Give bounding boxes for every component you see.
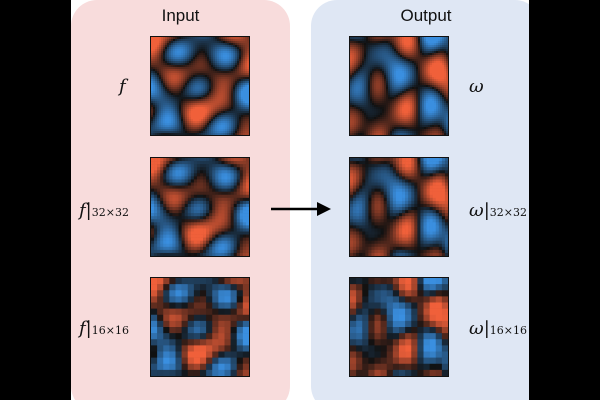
- output-symbol: ω: [469, 318, 484, 339]
- output-label-full: ω: [469, 76, 484, 97]
- output-symbol: ω: [469, 76, 484, 97]
- output-label-16: ω|16×16: [469, 318, 527, 339]
- figure-canvas: Input Output f ω f|32×32 ω|32×32 f|16×16…: [71, 0, 529, 400]
- output-label-32: ω|32×32: [469, 200, 527, 221]
- input-panel-title: Input: [161, 6, 200, 25]
- output-symbol: ω: [469, 200, 484, 221]
- output-field-16: [349, 277, 449, 377]
- output-subscript: 16×16: [489, 324, 527, 337]
- output-field-32: [349, 157, 449, 257]
- input-label-32: f|32×32: [79, 200, 129, 221]
- input-label-full: f: [119, 76, 126, 97]
- right-arrow-icon: [271, 202, 331, 216]
- input-field-32: [150, 157, 250, 257]
- input-symbol: f: [79, 318, 86, 339]
- input-subscript: 32×32: [91, 206, 129, 219]
- input-symbol: f: [79, 200, 86, 221]
- output-subscript: 32×32: [489, 206, 527, 219]
- output-panel-title: Output: [400, 6, 452, 25]
- input-field-full: [150, 36, 250, 136]
- input-label-16: f|16×16: [79, 318, 129, 339]
- input-field-16: [150, 277, 250, 377]
- output-field-full: [349, 36, 449, 136]
- input-subscript: 16×16: [91, 324, 129, 337]
- input-symbol: f: [119, 76, 126, 97]
